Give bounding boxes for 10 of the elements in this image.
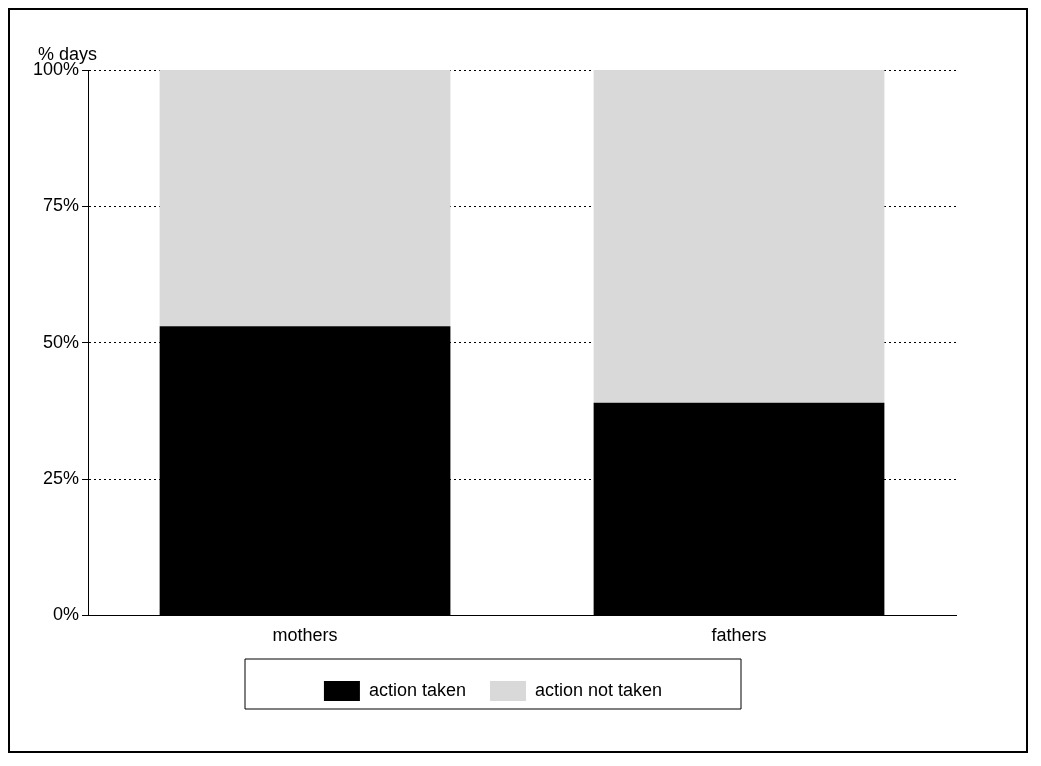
y-tick-label: 50% [43,331,80,352]
x-tick-label: fathers [711,625,767,646]
y-tick-label: 25% [43,468,80,489]
y-tick-label: 75% [43,195,80,216]
x-tick-label: mothers [272,625,338,646]
bar [593,70,885,403]
y-tick-label: 0% [53,604,80,625]
legend-label: action taken [368,679,466,700]
legend-label: action not taken [534,679,663,700]
bar [159,70,451,327]
